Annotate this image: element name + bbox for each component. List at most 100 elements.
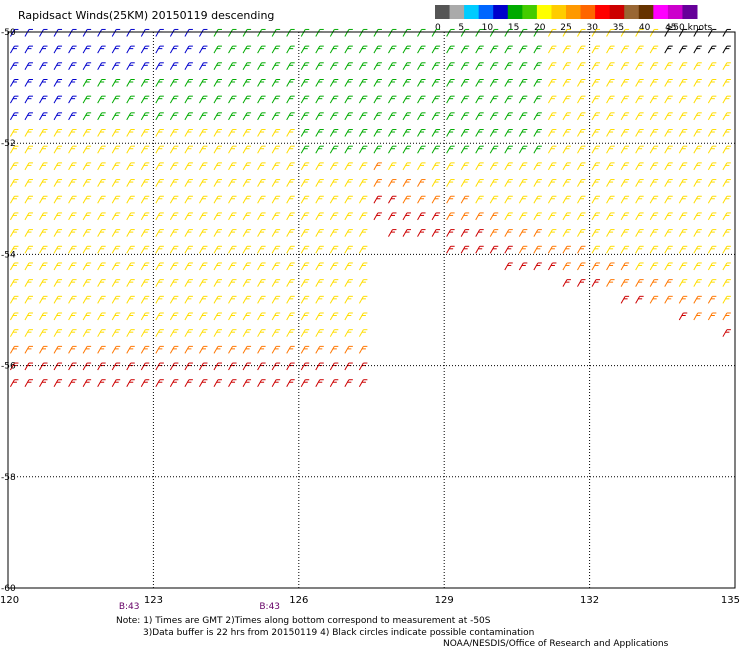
wind-barb xyxy=(329,95,339,104)
wind-barb xyxy=(533,78,542,87)
wind-barb xyxy=(562,229,571,237)
wind-barb xyxy=(199,212,208,221)
wind-barb xyxy=(286,28,295,37)
wind-barb xyxy=(286,212,295,221)
wind-barb xyxy=(489,112,499,121)
wind-barb xyxy=(257,362,266,371)
wind-barb xyxy=(518,262,528,271)
wind-barb xyxy=(620,212,630,221)
wind-barb xyxy=(388,162,397,171)
wind-barb xyxy=(39,129,48,137)
wind-barb xyxy=(620,295,630,304)
wind-barb xyxy=(591,78,601,87)
wind-barb xyxy=(707,245,717,254)
wind-barb xyxy=(39,345,48,354)
wind-barb xyxy=(82,129,92,137)
wind-barb xyxy=(111,212,121,221)
wind-barb xyxy=(606,62,615,71)
wind-barb xyxy=(97,345,106,354)
wind-barb xyxy=(169,95,179,104)
wind-barb xyxy=(329,179,339,187)
wind-barb xyxy=(358,262,368,271)
wind-barb xyxy=(97,112,106,121)
wind-barb xyxy=(606,179,615,187)
wind-barb xyxy=(184,112,193,121)
wind-barb xyxy=(242,28,252,37)
wind-barb xyxy=(68,229,77,237)
wind-barb xyxy=(577,179,586,187)
wind-barb xyxy=(300,145,310,154)
wind-barb xyxy=(126,279,135,287)
wind-barb xyxy=(155,95,164,104)
wind-barb xyxy=(271,28,281,37)
wind-barb xyxy=(9,62,19,71)
wind-barb xyxy=(228,379,237,387)
wind-barb xyxy=(518,145,528,154)
wind-barb xyxy=(620,62,630,71)
wind-barb xyxy=(606,262,615,271)
wind-barb xyxy=(300,78,310,87)
wind-barb xyxy=(635,245,644,254)
wind-barb xyxy=(213,112,222,121)
wind-barb xyxy=(286,162,295,171)
wind-barb xyxy=(358,112,368,121)
wind-barb xyxy=(577,129,586,137)
wind-barb xyxy=(271,45,281,54)
wind-barb xyxy=(242,245,252,254)
wind-barb xyxy=(591,195,601,204)
wind-barb xyxy=(446,28,455,37)
wind-barb xyxy=(315,379,324,387)
wind-barb xyxy=(678,229,688,237)
wind-barb xyxy=(169,195,179,204)
wind-barb xyxy=(97,28,106,37)
wind-barb xyxy=(39,312,48,321)
wind-barb xyxy=(417,45,426,54)
wind-barb xyxy=(678,212,688,221)
wind-barb xyxy=(140,329,150,337)
wind-barb xyxy=(53,229,63,237)
wind-barb xyxy=(97,95,106,104)
wind-barb xyxy=(126,112,135,121)
wind-barb xyxy=(446,45,455,54)
lon-tick-label: 129 xyxy=(435,595,454,606)
wind-barb xyxy=(213,312,222,321)
wind-barb xyxy=(199,145,208,154)
wind-barb xyxy=(286,312,295,321)
wind-barb xyxy=(620,179,630,187)
wind-barb xyxy=(722,129,731,137)
wind-barb xyxy=(228,362,237,371)
wind-barb xyxy=(649,45,659,54)
wind-barb xyxy=(300,195,310,204)
wind-barb xyxy=(489,179,499,187)
wind-barb xyxy=(126,62,135,71)
wind-barb xyxy=(155,179,164,187)
wind-barb xyxy=(504,262,513,271)
wind-barb xyxy=(97,279,106,287)
wind-barb xyxy=(184,312,193,321)
wind-barb xyxy=(228,95,237,104)
wind-barb xyxy=(562,279,571,287)
wind-barb xyxy=(358,95,368,104)
wind-barb xyxy=(68,45,77,54)
wind-barb xyxy=(373,62,382,71)
wind-barb xyxy=(24,245,33,254)
wind-barb xyxy=(329,379,339,387)
wind-barb xyxy=(562,112,571,121)
wind-barb xyxy=(39,78,48,87)
wind-barb xyxy=(707,279,717,287)
wind-barb xyxy=(111,78,121,87)
wind-barb xyxy=(460,162,470,171)
wind-barb xyxy=(693,78,702,87)
legend-label: 20 xyxy=(534,23,546,33)
wind-barb xyxy=(68,179,77,187)
wind-barb xyxy=(547,62,557,71)
wind-barb xyxy=(9,212,19,221)
wind-barb xyxy=(271,345,281,354)
wind-barb xyxy=(213,195,222,204)
wind-barb xyxy=(39,295,48,304)
wind-barb xyxy=(315,229,324,237)
wind-barb xyxy=(373,179,382,187)
wind-barb xyxy=(286,45,295,54)
wind-barb xyxy=(126,379,135,387)
wind-barb xyxy=(68,162,77,171)
